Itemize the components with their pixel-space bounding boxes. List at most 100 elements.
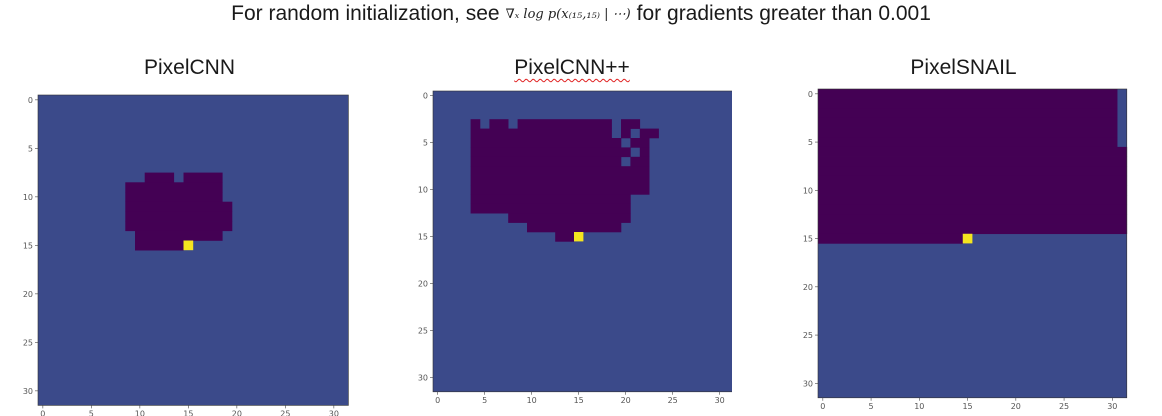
masked-region [125, 221, 233, 232]
y-tick-label: 20 [418, 280, 428, 289]
x-tick-label: 30 [329, 409, 339, 416]
x-tick-label: 15 [962, 402, 972, 411]
masked-region [508, 213, 631, 223]
headline-suffix: for gradients greater than 0.001 [636, 2, 931, 25]
panel-pixelcnn-plus-plus: PixelCNN++ 0 0 5 5 10 10 15 15 20 20 25 25 30 30 [412, 56, 732, 416]
masked-region [489, 119, 509, 129]
masked-region [470, 203, 631, 214]
x-tick-label: 10 [135, 409, 145, 416]
heatmap-pixelcnn-plus-plus: 0 0 5 5 10 10 15 15 20 20 25 25 30 30 [418, 90, 732, 405]
x-tick-label: 10 [527, 396, 537, 405]
masked-region [818, 233, 964, 244]
x-tick-label: 25 [668, 396, 678, 405]
panel-title-pixelsnail: PixelSNAIL [910, 56, 1017, 79]
y-tick-label: 15 [23, 241, 33, 250]
target-pixel [574, 232, 584, 242]
panel-pixelsnail: PixelSNAIL 0 0 5 5 10 10 15 15 20 20 25 25 30 30 [796, 56, 1131, 416]
masked-region [125, 192, 223, 202]
x-tick-label: 5 [89, 409, 94, 416]
masked-region [621, 119, 641, 129]
x-tick-label: 0 [40, 409, 45, 416]
heatmap-frame [37, 94, 349, 406]
x-tick-label: 20 [1011, 402, 1021, 411]
y-tick-label: 10 [418, 186, 428, 195]
x-tick-label: 20 [621, 396, 631, 405]
heatmap-pixelsnail: 0 0 5 5 10 10 15 15 20 20 25 25 30 30 [803, 88, 1128, 411]
masked-region [818, 204, 1128, 215]
masked-region [470, 185, 650, 195]
masked-region [818, 195, 1128, 206]
masked-region [527, 222, 622, 233]
masked-region [621, 128, 631, 139]
masked-region [818, 175, 1128, 186]
y-tick-label: 20 [23, 290, 33, 299]
x-tick-label: 30 [1107, 402, 1117, 411]
masked-region [639, 128, 659, 139]
panel-title-pixelcnn-plus-plus: PixelCNN++ [514, 56, 630, 79]
masked-region [818, 89, 1118, 99]
y-tick-label: 10 [803, 186, 813, 195]
masked-region [818, 108, 1118, 119]
y-tick-label: 25 [23, 338, 33, 347]
masked-region [630, 138, 650, 148]
masked-region [818, 156, 1128, 167]
masked-region [470, 156, 622, 167]
masked-region [135, 230, 223, 241]
x-tick-label: 20 [232, 409, 242, 416]
y-tick-label: 5 [28, 144, 33, 153]
y-tick-label: 5 [808, 138, 813, 147]
heatmap-pixelcnn: 0 0 5 5 10 10 15 15 20 20 25 25 30 30 [23, 94, 349, 416]
x-tick-label: 0 [820, 402, 825, 411]
y-tick-label: 30 [23, 387, 33, 396]
x-tick-label: 10 [914, 402, 924, 411]
heatmap-frame [817, 88, 1128, 399]
masked-region [630, 156, 650, 167]
panel-pixelcnn: PixelCNN 0 0 5 5 10 10 15 15 20 20 25 25 30 30 [22, 56, 357, 416]
masked-region [818, 117, 1118, 128]
y-tick-label: 0 [28, 96, 33, 105]
masked-region [470, 194, 631, 205]
masked-region [125, 211, 233, 222]
headline-formula: ∇ₓ log p(x₍₁₅,₁₅₎ | ⋯) [505, 6, 631, 22]
y-tick-label: 30 [418, 374, 428, 383]
y-tick-label: 15 [418, 233, 428, 242]
y-tick-label: 5 [423, 139, 428, 148]
y-tick-label: 10 [23, 193, 33, 202]
panel-title-pixelcnn: PixelCNN [143, 56, 235, 79]
masked-region [818, 224, 1128, 235]
masked-region [470, 175, 650, 186]
y-tick-label: 0 [808, 90, 813, 99]
x-tick-label: 0 [435, 396, 440, 405]
x-tick-label: 25 [280, 409, 290, 416]
y-tick-label: 25 [418, 327, 428, 336]
masked-region [818, 185, 1128, 196]
masked-region [818, 127, 1118, 138]
masked-region [818, 214, 1128, 225]
x-tick-label: 25 [1059, 402, 1069, 411]
masked-region [818, 98, 1118, 109]
x-tick-label: 30 [715, 396, 725, 405]
y-tick-label: 30 [803, 379, 813, 388]
masked-region [470, 138, 622, 148]
masked-region [144, 172, 175, 183]
y-tick-label: 20 [803, 283, 813, 292]
target-pixel [962, 233, 973, 244]
masked-region [818, 166, 1128, 177]
masked-region [470, 147, 631, 158]
masked-region [517, 119, 612, 129]
x-tick-label: 5 [482, 396, 487, 405]
masked-region [470, 166, 650, 176]
headline: For random initialization, see ∇ₓ log p(… [0, 2, 1162, 26]
target-pixel [183, 240, 194, 251]
masked-region [818, 146, 1128, 157]
masked-region [818, 137, 1118, 148]
x-tick-label: 15 [574, 396, 584, 405]
masked-region [125, 182, 223, 193]
heatmap-frame [432, 90, 732, 393]
x-tick-label: 15 [183, 409, 193, 416]
y-tick-label: 25 [803, 331, 813, 340]
masked-region [183, 172, 223, 183]
y-tick-label: 0 [423, 92, 428, 101]
masked-region [125, 201, 233, 212]
masked-region [555, 232, 575, 242]
